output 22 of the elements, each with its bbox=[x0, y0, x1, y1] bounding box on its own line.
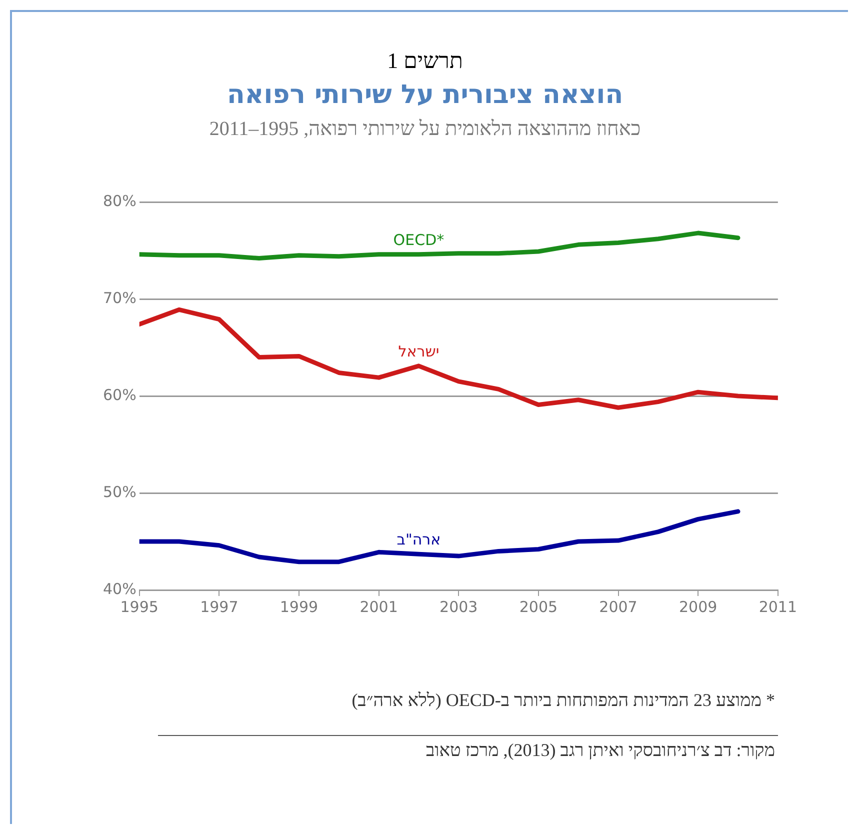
x-tick-label: 2007 bbox=[599, 598, 638, 616]
series-label: ארה"ב bbox=[396, 530, 441, 548]
x-tick-label: 2003 bbox=[440, 598, 478, 616]
y-tick-label: 80% bbox=[102, 192, 136, 210]
x-tick-label: 1995 bbox=[120, 598, 158, 616]
text: תרשים 1 bbox=[386, 48, 464, 74]
text: * ממוצע 23 המדינות המפותחות ביותר ב-OECD (ללא ארה״ב) bbox=[352, 690, 775, 711]
chart-title: הוצאה ציבורית על שירותי רפואה bbox=[226, 80, 624, 110]
x-tick-label: 2009 bbox=[679, 598, 718, 616]
chart-subtitle: כאחוז מההוצאה הלאומית על שירותי רפואה, 1995–2011 bbox=[208, 118, 642, 141]
series-label: ישראל bbox=[398, 342, 440, 360]
y-tick-label: 70% bbox=[102, 288, 136, 307]
x-tick-label: 2011 bbox=[758, 598, 798, 616]
text: מקור: דב צ׳רניחובסקי ואיתן רגב (2013), מרכז טאוב bbox=[426, 740, 775, 761]
y-tick-label: 50% bbox=[102, 482, 136, 501]
x-tick-label: 1997 bbox=[200, 598, 238, 616]
y-tick-label: 60% bbox=[102, 386, 136, 404]
y-tick-label: 40% bbox=[102, 580, 136, 598]
x-tick-label: 2001 bbox=[360, 598, 398, 616]
x-tick-label: 1999 bbox=[280, 598, 318, 616]
x-tick-label: 2005 bbox=[519, 598, 558, 616]
series-label: OECD* bbox=[393, 230, 445, 249]
